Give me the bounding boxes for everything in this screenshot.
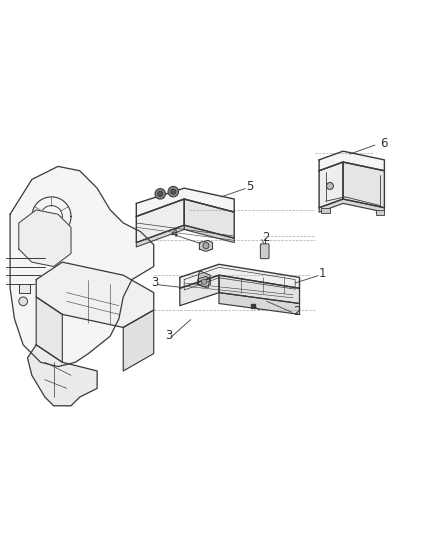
Circle shape bbox=[155, 189, 166, 199]
Polygon shape bbox=[123, 310, 154, 371]
Circle shape bbox=[326, 182, 333, 189]
Text: 3: 3 bbox=[166, 329, 173, 342]
Circle shape bbox=[171, 189, 176, 194]
Polygon shape bbox=[219, 293, 300, 314]
Polygon shape bbox=[180, 264, 300, 288]
Polygon shape bbox=[36, 262, 154, 327]
Polygon shape bbox=[199, 240, 212, 251]
FancyBboxPatch shape bbox=[260, 244, 269, 259]
Polygon shape bbox=[184, 199, 234, 238]
Polygon shape bbox=[180, 275, 219, 305]
Polygon shape bbox=[136, 225, 184, 247]
Polygon shape bbox=[28, 345, 97, 406]
Bar bbox=[321, 208, 330, 213]
Polygon shape bbox=[219, 275, 300, 303]
Text: 4: 4 bbox=[170, 227, 178, 240]
Text: 1: 1 bbox=[319, 268, 327, 280]
Circle shape bbox=[19, 297, 28, 305]
Bar bbox=[376, 210, 385, 215]
Polygon shape bbox=[36, 297, 62, 362]
Polygon shape bbox=[343, 162, 385, 208]
Circle shape bbox=[168, 187, 179, 197]
Polygon shape bbox=[19, 210, 71, 266]
Circle shape bbox=[203, 243, 209, 249]
Polygon shape bbox=[136, 199, 184, 243]
Polygon shape bbox=[10, 166, 154, 367]
Text: 2: 2 bbox=[262, 231, 270, 244]
Text: 3: 3 bbox=[152, 276, 159, 289]
Text: 5: 5 bbox=[247, 180, 254, 193]
Circle shape bbox=[201, 279, 207, 284]
Circle shape bbox=[158, 191, 163, 197]
Polygon shape bbox=[197, 271, 210, 288]
Text: 2: 2 bbox=[293, 305, 300, 318]
Polygon shape bbox=[198, 277, 210, 287]
Polygon shape bbox=[184, 225, 234, 243]
Polygon shape bbox=[319, 151, 385, 171]
Bar bbox=[19, 284, 30, 293]
Text: 6: 6 bbox=[380, 137, 388, 150]
Polygon shape bbox=[136, 188, 234, 216]
Polygon shape bbox=[319, 199, 385, 212]
Polygon shape bbox=[319, 162, 343, 208]
